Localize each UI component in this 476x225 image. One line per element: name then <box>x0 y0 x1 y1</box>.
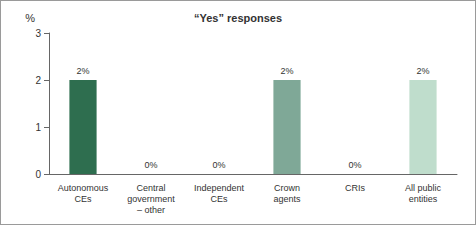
svg-text:CEs: CEs <box>210 194 228 204</box>
svg-text:3: 3 <box>35 28 41 39</box>
svg-text:All public: All public <box>405 183 442 193</box>
svg-text:“Yes” responses: “Yes” responses <box>194 12 282 24</box>
svg-text:entities: entities <box>409 194 438 204</box>
svg-text:CEs: CEs <box>74 194 92 204</box>
svg-text:agents: agents <box>273 194 301 204</box>
svg-text:CRIs: CRIs <box>345 183 365 193</box>
svg-text:0: 0 <box>35 169 41 180</box>
svg-text:1: 1 <box>35 122 41 133</box>
svg-text:Autonomous: Autonomous <box>58 183 109 193</box>
svg-text:2%: 2% <box>76 66 89 76</box>
svg-text:2%: 2% <box>416 66 429 76</box>
svg-text:Crown: Crown <box>274 183 300 193</box>
svg-text:0%: 0% <box>348 160 361 170</box>
svg-text:0%: 0% <box>144 160 157 170</box>
svg-text:2%: 2% <box>280 66 293 76</box>
svg-text:0%: 0% <box>212 160 225 170</box>
svg-text:government: government <box>127 194 175 204</box>
svg-text:2: 2 <box>35 75 41 86</box>
svg-text:Central: Central <box>136 183 165 193</box>
svg-text:Independent: Independent <box>194 183 245 193</box>
svg-text:– other: – other <box>137 205 165 215</box>
svg-text:%: % <box>25 12 35 24</box>
